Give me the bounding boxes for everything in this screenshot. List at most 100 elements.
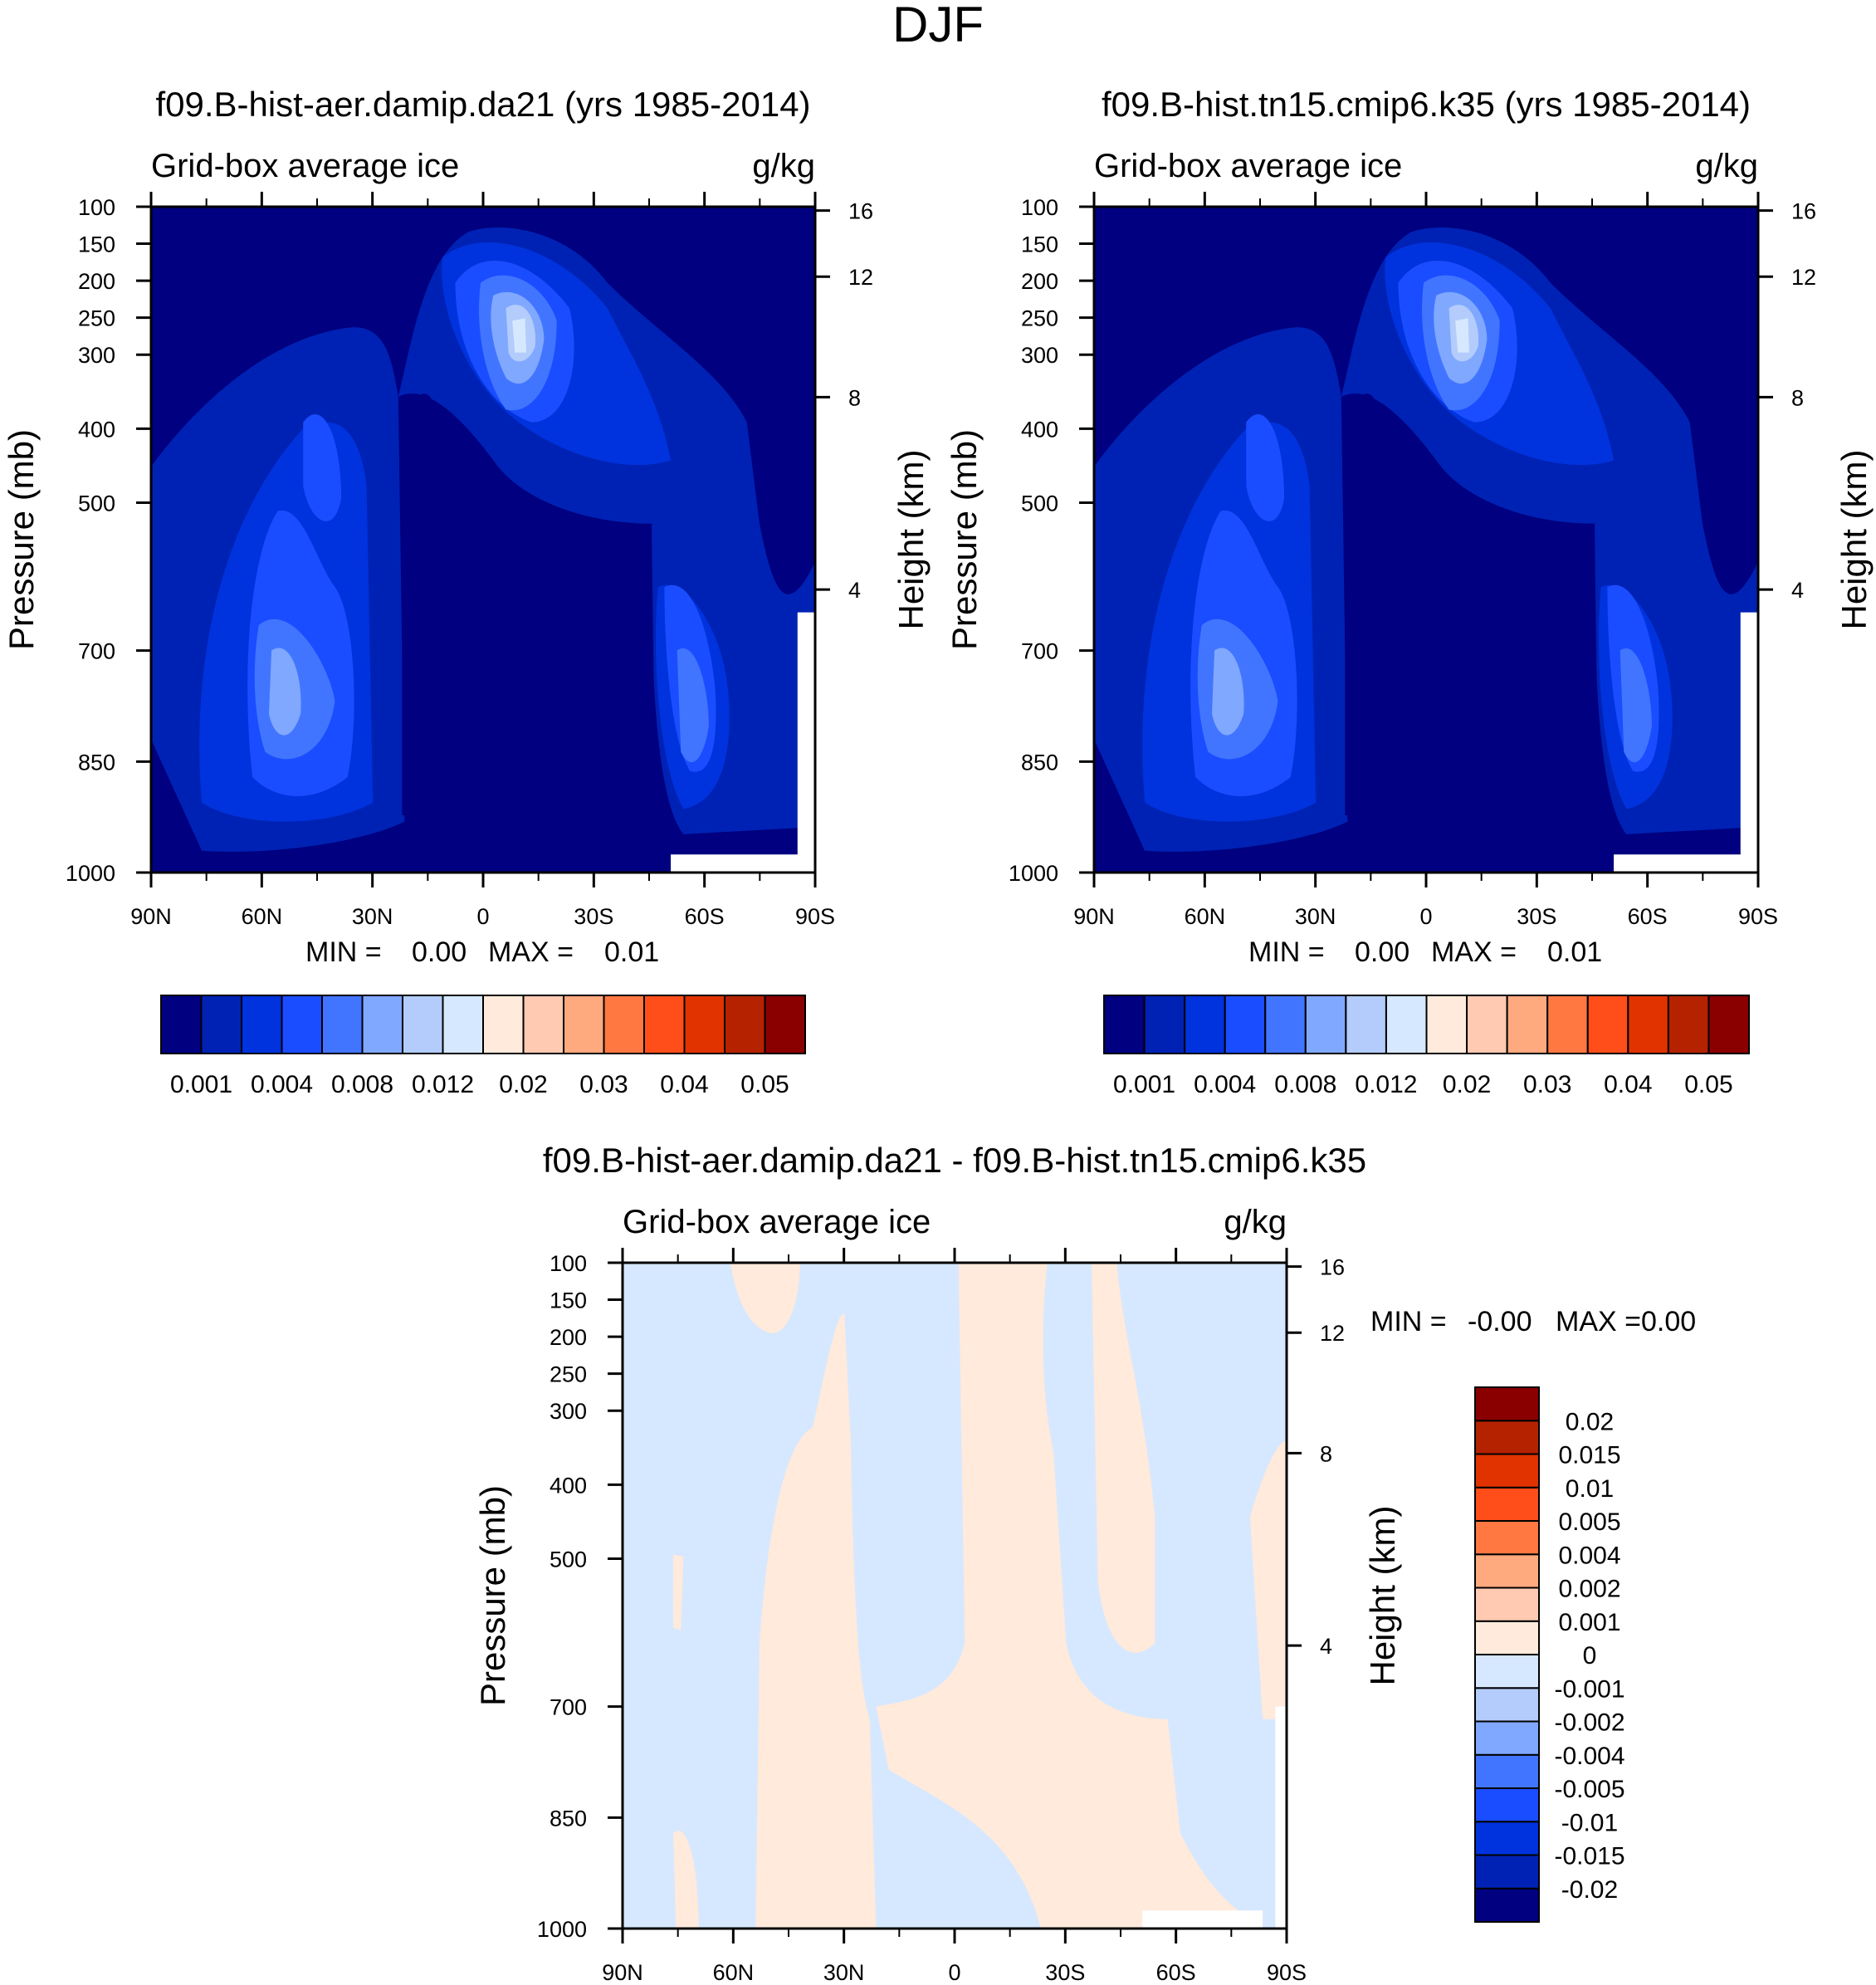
- y-tick-label: 700: [78, 639, 115, 664]
- contour-field: [151, 207, 816, 873]
- left-label: Grid-box average ice: [623, 1204, 931, 1240]
- x-tick-label: 90N: [1073, 904, 1115, 929]
- colorbar-label: 0.008: [1274, 1071, 1336, 1098]
- height-tick-label: 4: [1791, 578, 1804, 603]
- x-tick-label: 60S: [1156, 1960, 1196, 1985]
- colorbar-swatch: [200, 995, 242, 1054]
- contour-fill: [1249, 1440, 1287, 1719]
- colorbar-label: 0.008: [331, 1071, 393, 1098]
- x-tick-label: 90S: [1267, 1960, 1307, 1985]
- y-tick-label: 200: [550, 1325, 587, 1350]
- colorbar-swatch: [1474, 1821, 1540, 1856]
- contour-fill: [269, 648, 301, 736]
- y-tick-label: 250: [78, 306, 115, 331]
- colorbar-swatch: [1506, 995, 1549, 1054]
- colorbar-label: 0.001: [1113, 1071, 1175, 1098]
- y-axis-label: Pressure (mb): [945, 429, 984, 650]
- y-tick-label: 250: [550, 1362, 587, 1387]
- height-tick-label: 4: [848, 578, 861, 603]
- x-tick-label: 60N: [713, 1960, 755, 1985]
- y-tick-label: 850: [1021, 750, 1058, 775]
- y-tick-label: 150: [550, 1288, 587, 1313]
- x-tick-label: 90N: [602, 1960, 643, 1985]
- colorbar-swatch: [563, 995, 605, 1054]
- colorbar-swatch: [683, 995, 725, 1054]
- height-tick-label: 8: [1320, 1441, 1332, 1466]
- x-tick-label: 90N: [130, 904, 172, 929]
- x-tick-label: 90S: [795, 904, 835, 929]
- y-tick-label: 100: [78, 195, 115, 220]
- colorbar-swatch: [402, 995, 444, 1054]
- panel-2: f09.B-hist.tn15.cmip6.k35 (yrs 1985-2014…: [945, 85, 1874, 1098]
- left-label: Grid-box average ice: [151, 148, 459, 184]
- colorbar-swatch: [1627, 995, 1669, 1054]
- colorbar-swatch: [1474, 1386, 1540, 1422]
- colorbar-swatch: [1474, 1787, 1540, 1823]
- colorbar-label: 0.03: [1523, 1071, 1571, 1098]
- min-value: 0.00: [412, 936, 467, 968]
- colorbar-label: -0.01: [1561, 1809, 1618, 1836]
- colorbar-label: 0.001: [1558, 1609, 1620, 1636]
- contour-field: [623, 1263, 1287, 1929]
- height-tick-label: 12: [1791, 265, 1816, 290]
- contour-fill: [1614, 612, 1759, 873]
- x-tick-label: 60N: [242, 904, 283, 929]
- panel-title: f09.B-hist-aer.damip.da21 - f09.B-hist.t…: [543, 1141, 1366, 1180]
- max-value: 0.00: [1641, 1306, 1696, 1337]
- max-label: MAX =: [1556, 1306, 1641, 1337]
- contour-fill: [673, 1554, 684, 1631]
- y-tick-label: 200: [1021, 269, 1058, 294]
- x-tick-label: 0: [948, 1960, 960, 1985]
- y-axis-right-label: Height (km): [1363, 1505, 1402, 1685]
- x-tick-label: 60N: [1185, 904, 1226, 929]
- colorbar-swatch: [1385, 995, 1428, 1054]
- colorbar: 0.001 0.004 0.008 0.012 0.02 0.03 0.04 0.05: [1103, 995, 1750, 1098]
- colorbar-swatch: [1264, 995, 1307, 1054]
- y-axis-right-label: Height (km): [1834, 449, 1874, 629]
- colorbar-swatch: [643, 995, 686, 1054]
- colorbar-swatch: [1304, 995, 1347, 1054]
- y-tick-label: 300: [78, 343, 115, 368]
- figure-title: DJF: [892, 0, 984, 52]
- max-label: MAX =: [1431, 936, 1517, 968]
- contour-fill: [755, 1313, 877, 1929]
- y-tick-label: 850: [550, 1806, 587, 1831]
- colorbar-label: 0.01: [1566, 1475, 1614, 1503]
- contour-field: [1094, 207, 1759, 873]
- colorbar-swatch: [1474, 1453, 1540, 1489]
- panel-3: f09.B-hist-aer.damip.da21 - f09.B-hist.t…: [473, 1141, 1696, 1985]
- colorbar-label: -0.015: [1554, 1843, 1624, 1870]
- y-tick-label: 150: [78, 232, 115, 257]
- x-tick-label: 60S: [1628, 904, 1668, 929]
- panel-title: f09.B-hist.tn15.cmip6.k35 (yrs 1985-2014…: [1102, 85, 1751, 124]
- colorbar-label: -0.005: [1554, 1776, 1624, 1803]
- y-tick-label: 400: [1021, 417, 1058, 442]
- colorbar-swatch: [1474, 1887, 1540, 1923]
- y-tick-label: 250: [1021, 306, 1058, 331]
- colorbar-label: 0.002: [1558, 1576, 1620, 1603]
- colorbar-swatch: [1474, 1687, 1540, 1723]
- contour-fill: [1455, 318, 1469, 353]
- colorbar-label: 0.05: [1684, 1071, 1732, 1098]
- contour-fill: [402, 394, 656, 815]
- contour-fill: [1620, 648, 1652, 763]
- y-tick-label: 1000: [1009, 861, 1058, 886]
- x-tick-label: 30N: [1295, 904, 1336, 929]
- y-tick-label: 500: [78, 491, 115, 516]
- colorbar-label: 0.005: [1558, 1508, 1620, 1536]
- height-tick-label: 16: [1791, 199, 1816, 224]
- contour-fill: [673, 1831, 699, 1929]
- colorbar-swatch: [1707, 995, 1750, 1054]
- colorbar-label: 0.012: [1355, 1071, 1417, 1098]
- colorbar: 0.001 0.004 0.008 0.012 0.02 0.03 0.04 0.05: [160, 995, 806, 1098]
- colorbar-label: 0.004: [1194, 1071, 1256, 1098]
- colorbar-swatch: [160, 995, 203, 1054]
- x-tick-label: 30N: [823, 1960, 865, 1985]
- max-value: 0.01: [1547, 936, 1602, 968]
- y-tick-label: 700: [1021, 639, 1058, 664]
- x-tick-label: 30S: [574, 904, 613, 929]
- colorbar-label: -0.002: [1554, 1709, 1624, 1737]
- colorbar-label: 0.02: [1443, 1071, 1491, 1098]
- colorbar-swatch: [1184, 995, 1226, 1054]
